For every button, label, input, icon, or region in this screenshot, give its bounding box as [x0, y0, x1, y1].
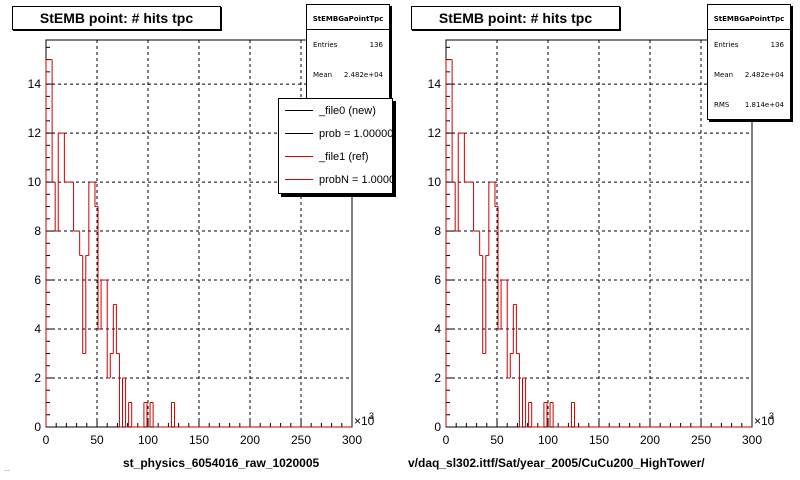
stats-row-rms: RMS 1.814e+04 — [708, 90, 790, 120]
x-tick-label: 100 — [138, 433, 158, 447]
x-tick-label: 200 — [240, 433, 260, 447]
x-tick-label: 50 — [490, 433, 504, 447]
stats-label: Mean — [313, 71, 333, 79]
legend-line-swatch — [285, 156, 313, 157]
x-tick-label: 150 — [589, 433, 609, 447]
histogram-title: StEMB point: # hits tpc — [411, 6, 620, 30]
stats-box: StEMBGaPointTpc Entries 136 Mean 2.482e+… — [306, 4, 390, 114]
legend-entry: probN = 1.000000 — [279, 168, 392, 191]
histogram-series — [45, 59, 352, 428]
x-tick-label: 300 — [342, 433, 362, 447]
x-axis-label: v/daq_sl302.ittf/Sat/year_2005/CuCu200_H… — [408, 456, 705, 470]
stats-name: StEMBGaPointTpc — [307, 5, 389, 30]
stats-label: Entries — [714, 41, 739, 49]
x-tick-label: 250 — [291, 433, 311, 447]
y-tick-label: 4 — [34, 322, 41, 336]
x-tick-label: 200 — [640, 433, 660, 447]
x-tick-label: 100 — [538, 433, 558, 447]
stats-label: Entries — [313, 41, 338, 49]
stats-row-entries: Entries 136 — [708, 30, 790, 60]
stats-label: RMS — [714, 101, 730, 109]
y-tick-label: 12 — [428, 126, 442, 140]
histogram-title-text: StEMB point: # hits tpc — [39, 10, 194, 26]
x-axis-exponent: ×10 — [754, 414, 775, 428]
legend-label: probN = 1.000000 — [319, 173, 392, 186]
histogram-plot-right: 0 50 100 150 200 250 300 0 2 4 6 8 10 12 14 ×103 — [428, 39, 775, 447]
legend-label: prob = 1.000000 — [319, 127, 393, 140]
y-tick-label: 10 — [28, 175, 42, 189]
y-tick-label: 8 — [34, 224, 41, 238]
legend-label: _file0 (new) — [319, 104, 376, 117]
histogram-pad-right: 0 50 100 150 200 250 300 0 2 4 6 8 10 12 14 ×10 3 StEMB … — [400, 0, 800, 480]
stats-row-mean: Mean 2.482e+04 — [708, 60, 790, 90]
legend-label: _file1 (ref) — [319, 150, 369, 163]
legend-line-swatch — [285, 110, 313, 111]
footer-text: ... — [4, 466, 10, 473]
stats-value: 136 — [770, 41, 784, 49]
stats-value: 2.482e+04 — [343, 71, 383, 79]
histogram-title: StEMB point: # hits tpc — [12, 6, 221, 30]
y-tick-label: 2 — [434, 371, 441, 385]
histogram-pad-left: 0 50 100 150 200 250 300 0 2 4 6 8 10 12 14 ×10 3 StEMB … — [12, 4, 393, 470]
histogram-title-text: StEMB point: # hits tpc — [438, 10, 593, 26]
x-axis-exponent: ×10 — [354, 414, 375, 428]
x-tick-label: 300 — [742, 433, 762, 447]
x-axis-exponent-power: 3 — [369, 411, 374, 421]
y-tick-label: 4 — [434, 322, 441, 336]
stats-label: Mean — [714, 71, 734, 79]
legend-line-swatch — [285, 179, 313, 180]
y-tick-label: 14 — [28, 77, 42, 91]
stats-value: 2.482e+04 — [744, 71, 784, 79]
legend-line-swatch — [285, 133, 313, 134]
y-tick-label: 14 — [428, 77, 442, 91]
y-tick-label: 10 — [428, 175, 442, 189]
x-tick-label: 0 — [43, 433, 50, 447]
stats-value: 136 — [369, 41, 383, 49]
y-tick-label: 6 — [434, 273, 441, 287]
legend-entry: prob = 1.000000 — [279, 122, 392, 145]
y-tick-label: 2 — [34, 371, 41, 385]
x-axis-exponent-power: 3 — [769, 411, 774, 421]
x-tick-label: 150 — [189, 433, 209, 447]
y-tick-label: 8 — [434, 224, 441, 238]
legend: _file0 (new) prob = 1.000000 _file1 (ref… — [278, 98, 393, 194]
legend-entry: _file1 (ref) — [279, 145, 392, 168]
x-tick-label: 250 — [691, 433, 711, 447]
stats-box: StEMBGaPointTpc Entries 136 Mean 2.482e+… — [707, 4, 791, 120]
x-tick-label: 0 — [443, 433, 450, 447]
stats-row-mean: Mean 2.482e+04 — [307, 60, 389, 90]
histogram-series — [445, 59, 752, 428]
x-tick-label: 50 — [90, 433, 104, 447]
stats-name: StEMBGaPointTpc — [708, 5, 790, 30]
y-tick-label: 0 — [434, 420, 441, 434]
stats-row-entries: Entries 136 — [307, 30, 389, 60]
y-tick-label: 6 — [34, 273, 41, 287]
stats-value: 1.814e+04 — [744, 101, 784, 109]
legend-entry: _file0 (new) — [279, 99, 392, 122]
histogram-plot-left: 0 50 100 150 200 250 300 0 2 4 6 8 10 12 14 ×103 — [28, 39, 375, 447]
y-tick-label: 0 — [34, 420, 41, 434]
x-axis-label: st_physics_6054016_raw_1020005 — [123, 456, 320, 470]
y-tick-label: 12 — [28, 126, 42, 140]
